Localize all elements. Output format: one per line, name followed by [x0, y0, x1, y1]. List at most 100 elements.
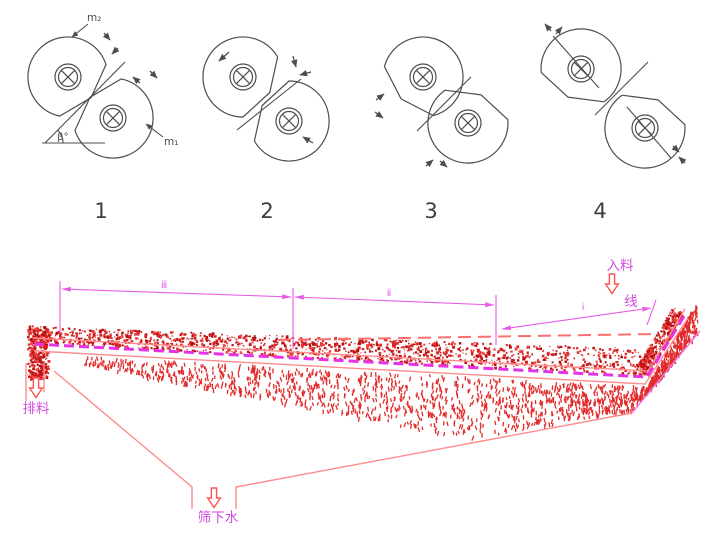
eccentric-mass-outline: [27, 36, 107, 117]
deck-bottom-edge-line: [34, 317, 689, 385]
shaft-inner-circle-icon: [412, 66, 434, 88]
dimension-label-zone-3: ⅲ: [161, 280, 167, 291]
figure-number-1: 1: [94, 199, 107, 223]
shaft-cross-icon: [460, 115, 476, 131]
water-level-dashed-line: [277, 333, 656, 341]
feed-arrow-icon: [604, 273, 620, 295]
shaft-outer-circle-icon: [454, 109, 482, 137]
shaft-outer-circle-icon: [229, 63, 257, 91]
rotation-arrow-icon: [544, 23, 553, 32]
rotation-arrow-icon: [671, 144, 680, 153]
shaft-outer-circle-icon: [409, 63, 437, 91]
underflow-arrow-icon: [206, 487, 222, 509]
shaft-inner-circle-icon: [457, 112, 479, 134]
material-discharge-spill: [27, 325, 51, 382]
shaft-outer-circle-icon: [54, 63, 82, 91]
screen-deck-dashed-line: [33, 312, 688, 379]
eccentric-mass-pair-2: [202, 36, 330, 162]
underflow-water-label: 筛下水: [198, 510, 239, 526]
axis-line: [552, 35, 600, 89]
rotation-arrow-icon: [290, 55, 298, 68]
axis-line: [594, 61, 649, 116]
figure-number-2: 2: [260, 199, 273, 223]
shaft-inner-circle-icon: [57, 66, 79, 88]
exciter-figure-3: 3: [374, 36, 509, 223]
dimension-line-zone-1: [501, 306, 652, 331]
eccentric-mass-outline: [604, 94, 686, 169]
collection-funnel-left-wall: [53, 370, 193, 509]
eccentric-mass-outline: [383, 36, 464, 117]
shaft-inner-circle-icon: [570, 58, 592, 80]
discharge-arrow-icon: [28, 377, 44, 399]
dimension-label-zone-1: ⅰ: [582, 302, 585, 313]
eccentric-mass-outline: [202, 36, 279, 118]
rotation-arrow-icon: [554, 26, 563, 35]
rotation-arrow-icon: [302, 136, 314, 144]
rotation-arrow-icon: [375, 93, 385, 101]
dimension-line-zone-3: [61, 286, 292, 300]
shaft-inner-circle-icon: [102, 107, 124, 129]
shaft-outer-circle-icon: [567, 55, 595, 83]
eccentric-mass-outline: [540, 28, 622, 103]
shaft-inner-circle-icon: [278, 110, 300, 132]
feed-label: 入料: [607, 258, 635, 274]
axis-line: [416, 76, 472, 132]
exciter-figure-2: 2: [202, 36, 330, 223]
feed-end-outer-edge-line: [631, 330, 701, 414]
shaft-inner-circle-icon: [634, 117, 656, 139]
shaft-outer-circle-icon: [631, 114, 659, 142]
rotation-arrow-icon: [149, 70, 158, 79]
axis-line: [44, 61, 126, 144]
dimension-label-zone-2: ⅱ: [387, 288, 392, 299]
eccentric-mass-outline: [253, 80, 330, 162]
water-line-label: 线: [624, 294, 638, 310]
rotation-arrow-icon: [102, 32, 111, 41]
mass-m2-label: m₂: [87, 12, 101, 24]
shaft-cross-icon: [105, 110, 121, 126]
shaft-inner-circle-icon: [232, 66, 254, 88]
eccentric-mass-pair-3: [374, 36, 509, 168]
extension-tick-feed-end: [646, 299, 657, 326]
beta-angle-arc: [57, 129, 64, 144]
mass-m1-label: m₁: [164, 136, 178, 148]
eccentric-mass-pair-1: [27, 32, 158, 159]
shaft-cross-icon: [60, 69, 76, 85]
rotation-arrow-icon: [132, 76, 141, 85]
rotation-arrow-icon: [111, 46, 120, 55]
exciter-figures: β° m₂ m₁ 1 2 3 4: [27, 12, 687, 223]
screen-schematic: ⅲ ⅱ ⅰ 入料 线 排料 筛下水: [23, 258, 701, 526]
shaft-cross-icon: [573, 61, 589, 77]
eccentric-mass-outline: [74, 78, 154, 159]
figure-number-4: 4: [593, 199, 606, 223]
figure-number-3: 3: [424, 199, 437, 223]
shaft-cross-icon: [415, 69, 431, 85]
shaft-cross-icon: [235, 69, 251, 85]
rotation-arrow-icon: [425, 159, 434, 168]
collection-funnel-right-wall: [235, 412, 633, 509]
rotation-arrow-icon: [374, 111, 384, 119]
shaft-outer-circle-icon: [275, 107, 303, 135]
deck-top-edge-line: [32, 308, 686, 372]
material-bed-feed-incline: [636, 307, 684, 376]
rotation-arrow-icon: [678, 156, 687, 165]
mass-m2-leader-arrow: [71, 23, 89, 38]
rotation-arrow-icon: [218, 51, 230, 62]
exciter-figure-4: 4: [540, 23, 687, 223]
rotation-arrow-icon: [299, 69, 312, 77]
shaft-outer-circle-icon: [99, 104, 127, 132]
exciter-figure-1: β° m₂ m₁ 1: [27, 12, 178, 223]
beta-angle-label: β°: [57, 132, 68, 143]
shaft-cross-icon: [281, 113, 297, 129]
axis-line: [626, 106, 672, 159]
dimension-lines: ⅲ ⅱ ⅰ: [59, 280, 657, 349]
eccentric-mass-outline: [427, 89, 509, 164]
water-droplets: [83, 305, 699, 441]
mass-m1-leader-arrow: [145, 123, 164, 138]
axis-line: [236, 78, 302, 131]
rotation-arrow-icon: [439, 159, 448, 168]
eccentric-mass-pair-4: [540, 23, 687, 169]
dimension-line-zone-2: [294, 294, 495, 308]
discharge-label: 排料: [23, 401, 50, 417]
